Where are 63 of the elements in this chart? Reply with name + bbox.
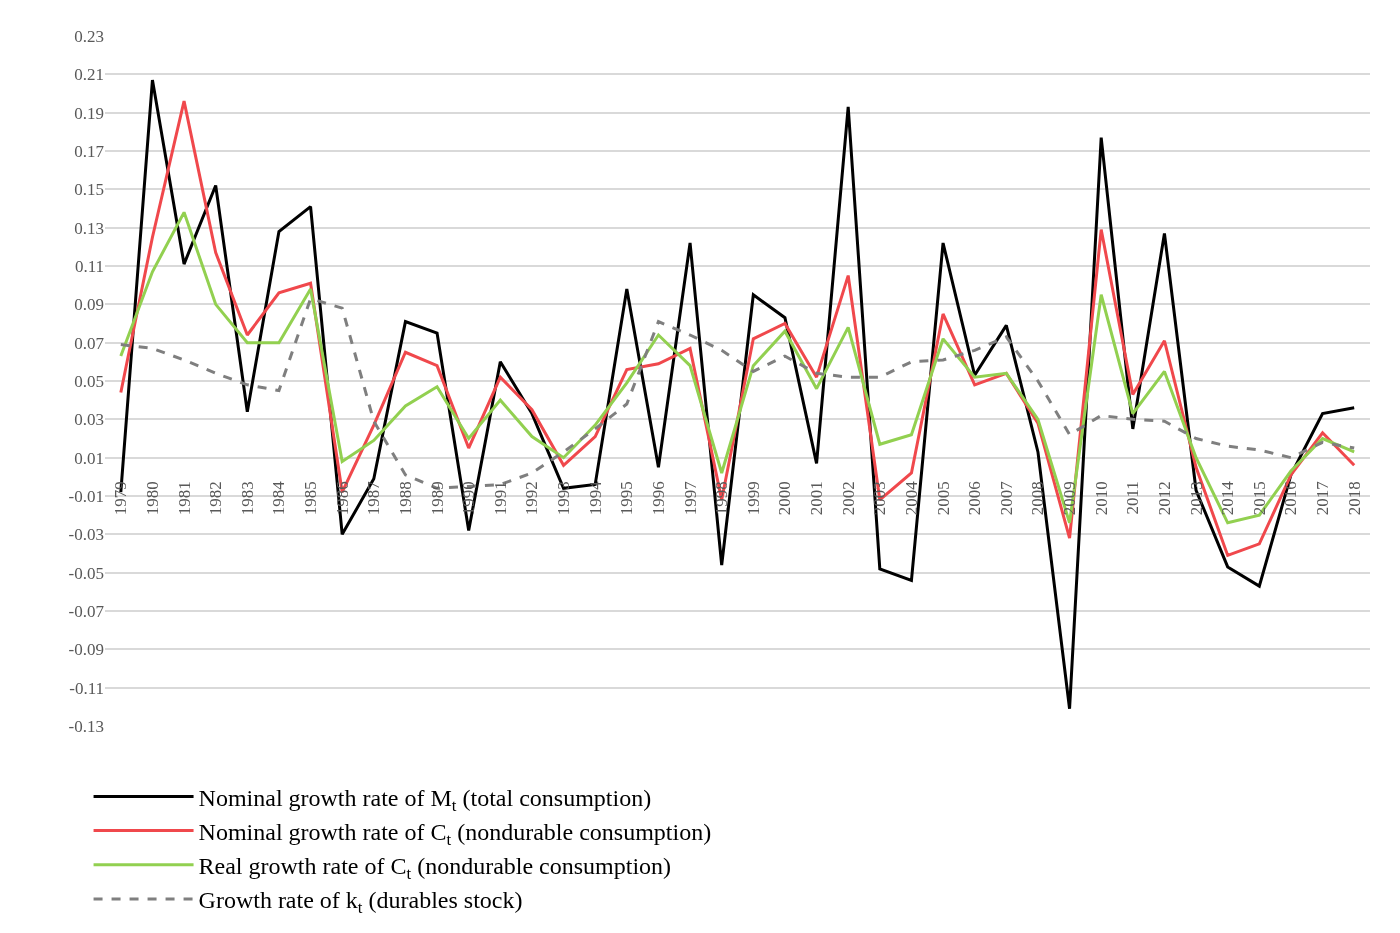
x-tick-label: 1987 [364,480,384,516]
y-tick-label: 0.01 [74,448,104,468]
legend-label: Nominal growth rate of M$_{t}$ (total consumption) [198,784,652,815]
x-tick-label: 1990 [459,481,479,516]
x-tick-label: 1988 [395,481,415,516]
y-tick-label: -0.05 [68,563,104,583]
y-tick-label: -0.07 [68,601,105,621]
x-tick-label: 2008 [1028,481,1048,516]
x-tick-label: 2015 [1249,481,1269,516]
x-tick-label: 2004 [901,480,921,516]
x-tick-label: 1996 [648,481,668,516]
x-tick-label: 2010 [1091,481,1111,516]
x-tick-label: 1995 [617,481,637,516]
legend-label: Nominal growth rate of C$_{t}$ (nondurable consumption) [198,818,712,849]
x-tick-label: 1982 [206,481,226,516]
x-tick-label: 1998 [712,481,732,516]
y-tick-label: 0.23 [74,26,104,46]
y-tick-label: 0.19 [74,103,104,123]
x-tick-label: 1999 [743,481,763,516]
y-tick-label: 0.07 [74,333,105,353]
x-tick-label: 2012 [1154,481,1174,516]
y-tick-label: 0.09 [74,295,104,315]
y-tick-label: -0.13 [68,716,104,736]
x-tick-label: 2000 [775,481,795,516]
y-tick-label: 0.11 [74,256,104,276]
x-tick-label: 2001 [807,481,827,516]
x-tick-label: 2005 [933,481,953,516]
legend-label: Growth rate of k$_{t}$ (durables stock) [198,887,523,918]
x-tick-label: 2011 [1123,481,1143,515]
x-tick-label: 2003 [870,481,890,516]
x-tick-label: 1981 [174,481,194,516]
x-tick-label: 1993 [554,481,574,516]
x-tick-label: 1984 [269,480,289,516]
y-tick-label: 0.17 [74,141,105,161]
x-tick-label: 2007 [996,480,1016,516]
x-tick-label: 1997 [680,480,700,516]
y-tick-label: 0.21 [74,65,104,85]
x-tick-label: 2014 [1218,480,1238,516]
legend-label: Real growth rate of C$_{t}$ (nondurable consumption) [198,853,672,884]
y-tick-label: 0.05 [74,371,104,391]
x-tick-label: 2006 [965,481,985,516]
y-tick-label: 0.15 [74,180,104,200]
x-tick-label: 1989 [427,481,447,516]
y-tick-label: -0.01 [68,486,104,506]
x-tick-label: 2016 [1281,481,1301,516]
y-tick-label: -0.03 [68,525,104,545]
x-tick-label: 1983 [237,481,257,516]
x-tick-label: 2009 [1060,481,1080,516]
x-tick-label: 1992 [522,481,542,516]
x-tick-label: 2013 [1186,481,1206,516]
x-tick-label: 1991 [490,481,510,516]
x-tick-label: 2018 [1344,481,1364,516]
y-tick-label: -0.09 [68,640,104,660]
x-tick-label: 1986 [332,481,352,516]
x-tick-label: 2017 [1313,480,1333,516]
y-tick-label: 0.03 [74,410,104,430]
y-tick-label: 0.13 [74,218,104,238]
x-tick-label: 1985 [301,481,321,516]
y-tick-label: -0.11 [69,678,104,698]
x-tick-label: 1980 [142,481,162,516]
x-tick-label: 2002 [838,481,858,516]
x-tick-label: 1994 [585,480,605,516]
x-tick-label: 1979 [111,481,131,516]
